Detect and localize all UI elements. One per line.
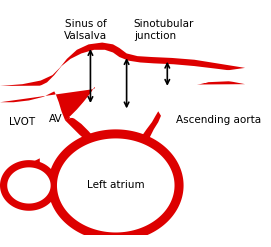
Polygon shape: [0, 42, 245, 120]
Polygon shape: [57, 138, 175, 232]
Text: Ascending aorta: Ascending aorta: [176, 115, 262, 125]
Text: LVOT: LVOT: [9, 117, 35, 127]
Polygon shape: [7, 167, 51, 204]
Polygon shape: [65, 117, 99, 149]
Polygon shape: [48, 129, 183, 242]
Text: AV: AV: [49, 114, 63, 124]
Text: Sinus of
Valsalva: Sinus of Valsalva: [64, 19, 108, 41]
Polygon shape: [140, 111, 161, 143]
Polygon shape: [0, 160, 58, 211]
Text: Sinotubular
junction: Sinotubular junction: [134, 19, 194, 41]
Polygon shape: [0, 50, 245, 119]
Polygon shape: [29, 158, 40, 170]
Text: Left atrium: Left atrium: [87, 181, 144, 190]
